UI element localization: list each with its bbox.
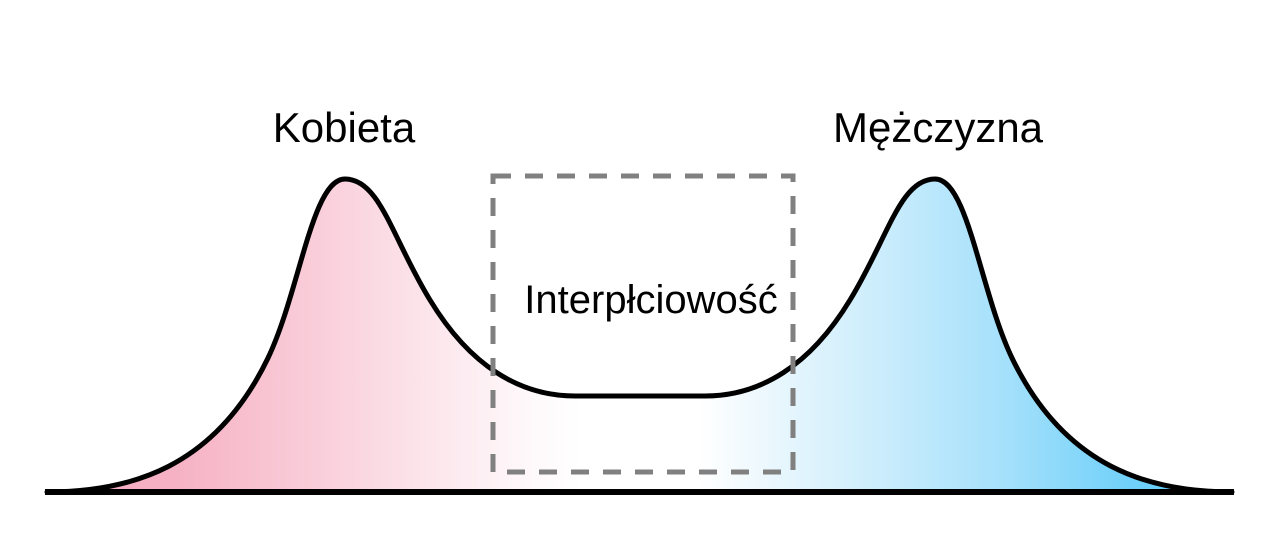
- intersex-region-box: [490, 173, 796, 475]
- label-mezczyzna: Mężczyzna: [833, 104, 1044, 151]
- female-area-fill: [47, 179, 640, 492]
- distribution-curve: [44, 176, 1235, 495]
- label-kobieta: Kobieta: [273, 104, 416, 151]
- male-area-fill: [640, 179, 1232, 492]
- label-interplciowosc: Interpłciowość: [524, 278, 777, 322]
